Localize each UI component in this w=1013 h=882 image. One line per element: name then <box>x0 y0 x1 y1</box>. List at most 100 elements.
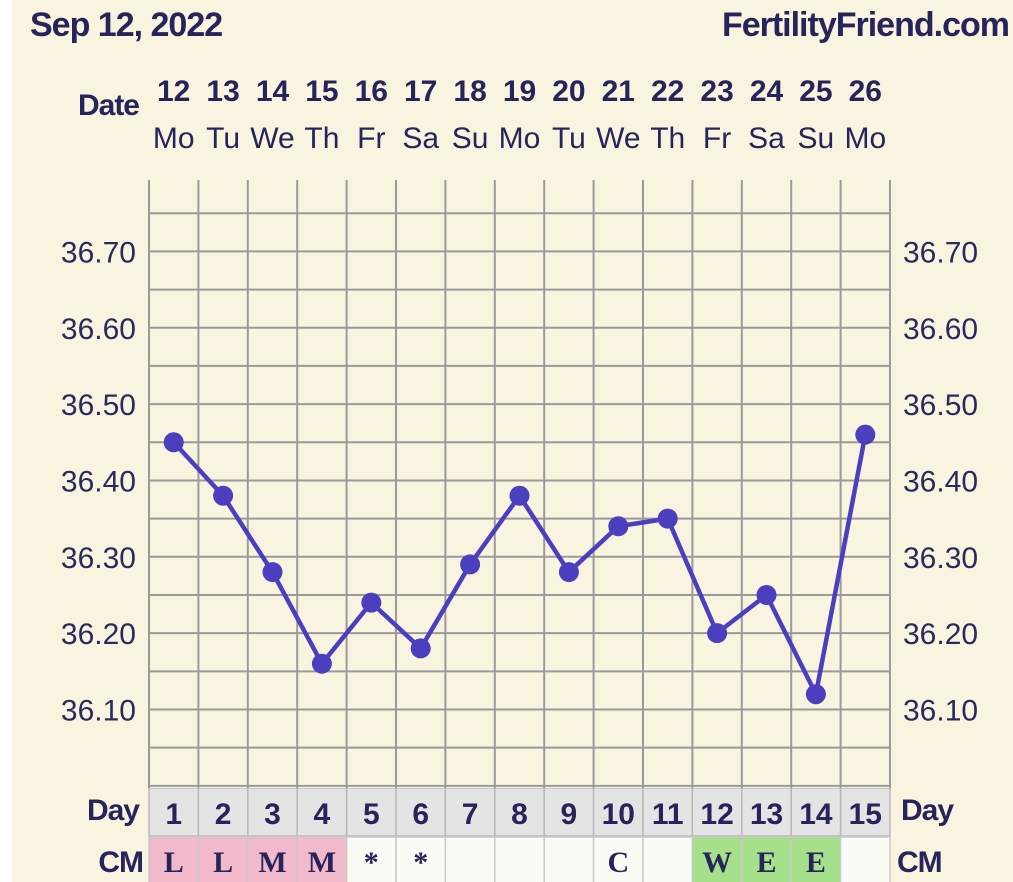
temperature-point <box>657 508 678 529</box>
cm-cell <box>642 836 694 882</box>
weekday-tick: Mo <box>844 122 886 155</box>
cm-cell <box>197 836 249 882</box>
cm-value: * <box>413 846 428 879</box>
date-tick: 17 <box>404 75 437 108</box>
cm-cell <box>148 836 200 882</box>
cm-cell <box>543 836 595 882</box>
temperature-point <box>855 424 876 445</box>
y-tick-right: 36.70 <box>903 236 978 269</box>
temperature-point <box>410 638 431 659</box>
temperature-point <box>361 592 382 613</box>
temperature-point <box>756 584 777 605</box>
cm-value: C <box>607 846 629 879</box>
day-number: 15 <box>849 798 882 831</box>
weekday-tick: Tu <box>206 122 240 155</box>
weekday-tick: Fr <box>357 122 385 155</box>
cm-row-label-left: CM <box>98 846 143 879</box>
date-tick: 26 <box>849 75 882 108</box>
y-tick-left: 36.50 <box>61 389 136 422</box>
weekday-tick: We <box>250 122 294 155</box>
date-axis-label: Date <box>78 89 139 122</box>
date-tick: 18 <box>453 75 486 108</box>
y-tick-left: 36.30 <box>61 542 136 575</box>
date-tick: 14 <box>256 75 290 108</box>
day-cell <box>839 787 891 837</box>
temperature-point <box>608 516 629 537</box>
cm-cell <box>444 836 496 882</box>
weekday-tick: Th <box>650 122 685 155</box>
plot-area <box>149 180 890 788</box>
day-cell <box>642 787 694 837</box>
y-tick-right: 36.50 <box>903 389 978 422</box>
weekday-tick: Sa <box>748 122 785 155</box>
day-cell <box>197 787 249 837</box>
cm-value: E <box>806 846 826 879</box>
day-number: 2 <box>215 798 232 831</box>
day-cell <box>790 787 842 837</box>
cm-value: L <box>164 846 184 879</box>
date-tick: 21 <box>602 75 635 108</box>
day-number: 4 <box>314 798 331 831</box>
date-tick: 25 <box>799 75 832 108</box>
cm-value: E <box>756 846 776 879</box>
day-cell <box>691 787 743 837</box>
day-number: 6 <box>412 798 429 831</box>
day-cell <box>494 787 545 837</box>
date-tick: 22 <box>651 75 684 108</box>
weekday-tick: Sa <box>402 122 439 155</box>
day-number: 11 <box>652 798 684 831</box>
day-number: 10 <box>602 798 635 831</box>
date-tick: 20 <box>552 75 585 108</box>
y-tick-left: 36.10 <box>61 695 136 728</box>
day-number: 3 <box>264 798 281 831</box>
temperature-point <box>558 562 579 583</box>
date-tick: 23 <box>700 75 733 108</box>
cm-value: M <box>258 846 286 879</box>
temperature-point <box>460 554 481 575</box>
left-edge <box>0 0 12 882</box>
day-row-label-left: Day <box>87 794 140 827</box>
cm-value: * <box>364 846 379 879</box>
day-number: 1 <box>165 798 182 831</box>
temperature-point <box>509 485 530 506</box>
y-tick-right: 36.20 <box>903 618 978 651</box>
day-number: 8 <box>511 798 528 831</box>
day-number: 7 <box>462 798 479 831</box>
cm-value: W <box>702 846 732 879</box>
y-tick-right: 36.30 <box>903 542 978 575</box>
day-cell <box>395 787 447 837</box>
y-tick-left: 36.40 <box>61 465 136 498</box>
date-tick: 24 <box>750 75 784 108</box>
date-tick: 16 <box>355 75 388 108</box>
y-tick-left: 36.20 <box>61 618 136 651</box>
y-tick-right: 36.60 <box>903 313 978 346</box>
weekday-tick: Mo <box>153 122 195 155</box>
y-tick-right: 36.10 <box>903 695 978 728</box>
date-tick: 12 <box>157 75 190 108</box>
day-number: 5 <box>363 798 380 831</box>
date-tick: 15 <box>305 75 338 108</box>
weekday-tick: We <box>596 122 640 155</box>
day-cell <box>444 787 496 837</box>
weekday-tick: Su <box>798 122 835 155</box>
day-number: 12 <box>700 798 733 831</box>
y-tick-left: 36.70 <box>61 236 136 269</box>
weekday-tick: Fr <box>703 122 731 155</box>
cm-cell <box>345 836 397 882</box>
weekday-tick: Tu <box>552 122 586 155</box>
cm-value: L <box>213 846 233 879</box>
temperature-point <box>311 653 332 674</box>
temperature-point <box>707 623 728 644</box>
day-number: 9 <box>561 798 578 831</box>
cm-value: M <box>308 846 336 879</box>
y-tick-left: 36.60 <box>61 313 136 346</box>
date-tick: 13 <box>206 75 239 108</box>
cm-cell <box>839 836 891 882</box>
weekday-tick: Th <box>304 122 339 155</box>
temperature-point <box>805 684 826 705</box>
chart-date: Sep 12, 2022 <box>30 6 223 44</box>
date-tick: 19 <box>503 75 536 108</box>
site-name: FertilityFriend.com <box>721 6 1010 44</box>
cm-row-label-right: CM <box>897 846 942 879</box>
